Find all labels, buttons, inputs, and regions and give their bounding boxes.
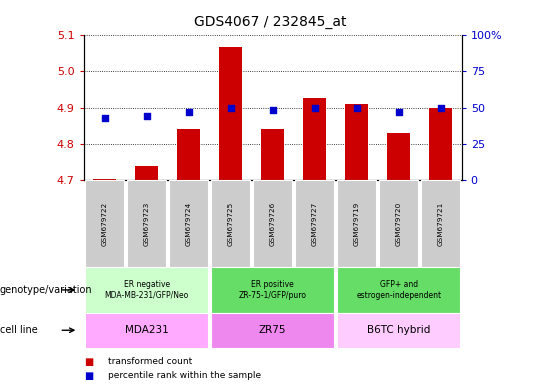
Text: B6TC hybrid: B6TC hybrid <box>367 325 430 335</box>
Text: GFP+ and
estrogen-independent: GFP+ and estrogen-independent <box>356 280 441 300</box>
Text: ZR75: ZR75 <box>259 325 286 335</box>
Point <box>100 115 109 121</box>
Text: GSM679722: GSM679722 <box>102 202 107 246</box>
Bar <box>219 47 242 180</box>
Point <box>268 108 277 114</box>
Text: ER negative
MDA-MB-231/GFP/Neo: ER negative MDA-MB-231/GFP/Neo <box>105 280 189 300</box>
Text: GSM679721: GSM679721 <box>438 202 444 246</box>
Text: GSM679723: GSM679723 <box>144 202 150 246</box>
Bar <box>345 104 368 180</box>
Text: ■: ■ <box>84 371 93 381</box>
Text: GDS4067 / 232845_at: GDS4067 / 232845_at <box>194 15 346 29</box>
Text: MDA231: MDA231 <box>125 325 168 335</box>
Point <box>394 109 403 115</box>
Point <box>353 104 361 111</box>
Bar <box>135 166 158 180</box>
Text: percentile rank within the sample: percentile rank within the sample <box>108 371 261 380</box>
Bar <box>261 129 284 180</box>
Point <box>143 113 151 119</box>
Text: transformed count: transformed count <box>108 357 192 366</box>
Text: GSM679719: GSM679719 <box>354 202 360 246</box>
Bar <box>177 129 200 180</box>
Point <box>310 104 319 111</box>
Point <box>436 104 445 111</box>
Point <box>184 109 193 115</box>
Text: GSM679726: GSM679726 <box>269 202 276 246</box>
Bar <box>93 179 116 180</box>
Point <box>226 104 235 111</box>
Text: genotype/variation: genotype/variation <box>0 285 93 295</box>
Text: GSM679725: GSM679725 <box>228 202 234 246</box>
Text: ■: ■ <box>84 357 93 367</box>
Text: ER positive
ZR-75-1/GFP/puro: ER positive ZR-75-1/GFP/puro <box>239 280 307 300</box>
Text: cell line: cell line <box>0 325 38 335</box>
Bar <box>387 133 410 180</box>
Text: GSM679727: GSM679727 <box>312 202 318 246</box>
Bar <box>429 108 453 180</box>
Text: GSM679720: GSM679720 <box>396 202 402 246</box>
Text: GSM679724: GSM679724 <box>186 202 192 246</box>
Bar <box>303 98 326 180</box>
